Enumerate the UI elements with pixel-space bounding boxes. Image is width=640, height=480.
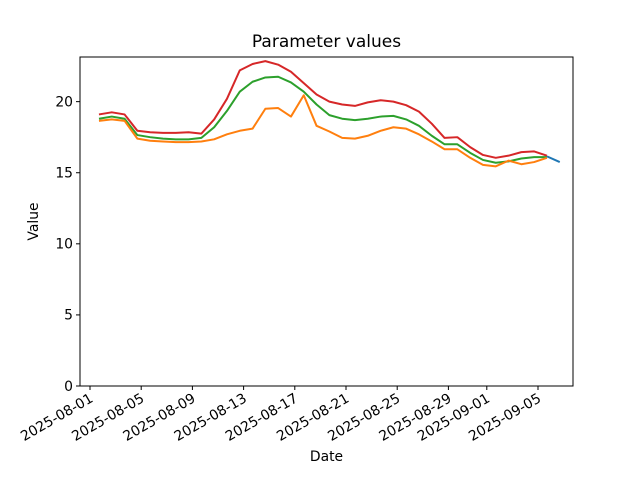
series-blue-line xyxy=(546,155,561,163)
series-red-line xyxy=(98,60,548,159)
plot-area xyxy=(80,57,573,386)
y-tick-label: 15 xyxy=(55,166,73,182)
y-tick-label: 0 xyxy=(64,379,73,395)
y-tick-label: 10 xyxy=(55,237,73,253)
y-tick-label: 5 xyxy=(64,308,73,324)
axes-spines xyxy=(79,56,574,387)
x-axis-label: Date xyxy=(310,449,343,465)
series-green-line xyxy=(98,75,547,164)
series-orange-line xyxy=(98,94,548,168)
series-layer xyxy=(98,60,561,168)
chart-title: Parameter values xyxy=(252,32,401,52)
y-tick-label: 20 xyxy=(55,94,73,110)
y-axis-label: Value xyxy=(26,202,42,240)
